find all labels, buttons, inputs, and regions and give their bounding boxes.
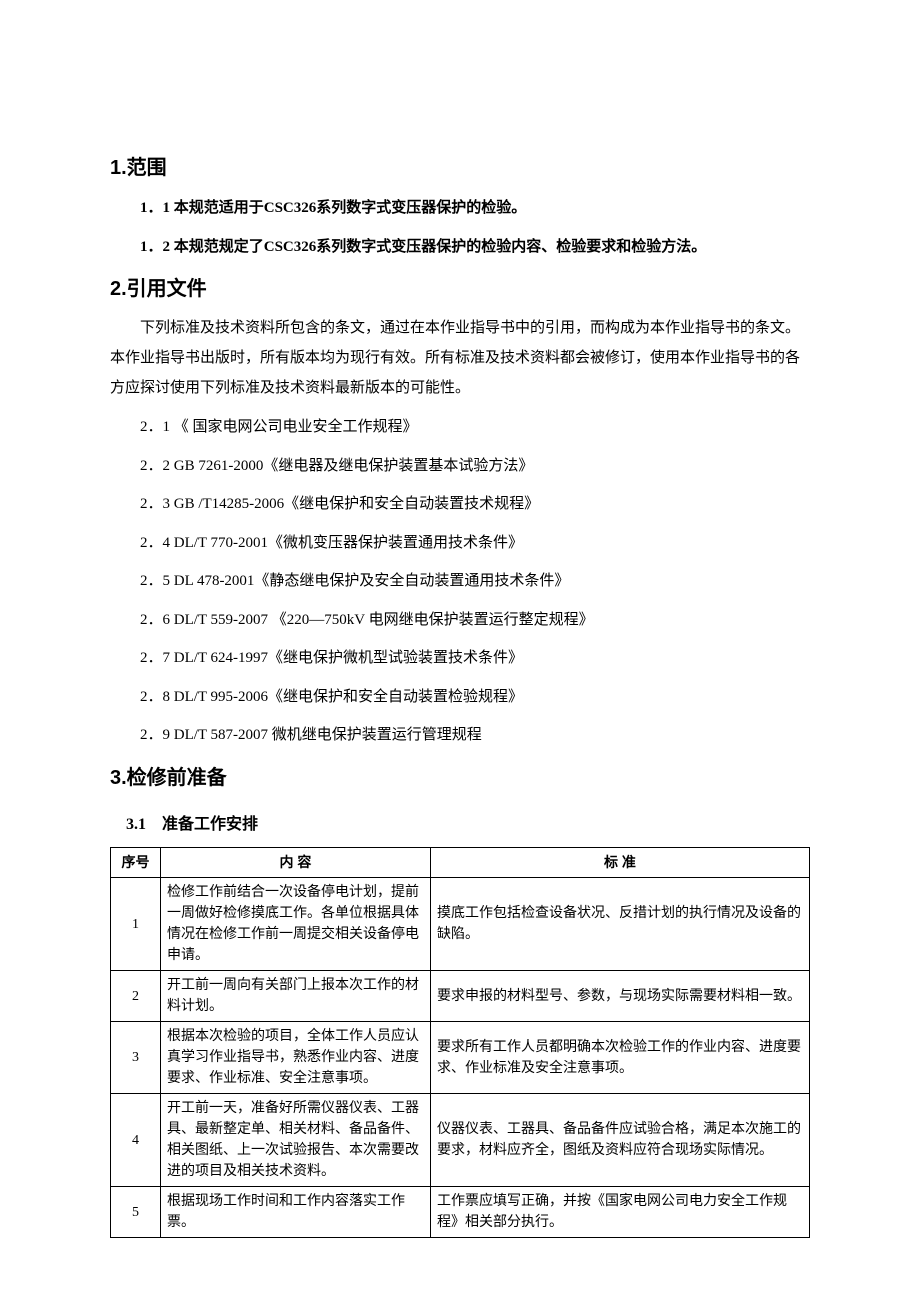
section-2-item-6: 2．6 DL/T 559-2007 《220—750kV 电网继电保护装置运行整… <box>110 606 810 635</box>
section-1-heading: 1.范围 <box>110 152 810 184</box>
section-2-item-2: 2．2 GB 7261-2000《继电器及继电保护装置基本试验方法》 <box>110 452 810 481</box>
section-3-sub-heading: 3.1 准备工作安排 <box>110 812 810 838</box>
col-header-content: 内 容 <box>161 848 431 878</box>
cell-content: 开工前一周向有关部门上报本次工作的材料计划。 <box>161 971 431 1022</box>
table-row: 2 开工前一周向有关部门上报本次工作的材料计划。 要求申报的材料型号、参数，与现… <box>111 971 810 1022</box>
section-1-item-1: 1．1 本规范适用于CSC326系列数字式变压器保护的检验。 <box>110 194 810 223</box>
cell-standard: 工作票应填写正确，并按《国家电网公司电力安全工作规程》相关部分执行。 <box>431 1187 810 1238</box>
cell-seq: 4 <box>111 1094 161 1187</box>
cell-content: 根据现场工作时间和工作内容落实工作票。 <box>161 1187 431 1238</box>
col-header-seq: 序号 <box>111 848 161 878</box>
cell-standard: 摸底工作包括检查设备状况、反措计划的执行情况及设备的缺陷。 <box>431 878 810 971</box>
preparation-table: 序号 内 容 标 准 1 检修工作前结合一次设备停电计划，提前一周做好检修摸底工… <box>110 847 810 1238</box>
section-2-item-5: 2．5 DL 478-2001《静态继电保护及安全自动装置通用技术条件》 <box>110 567 810 596</box>
cell-seq: 1 <box>111 878 161 971</box>
section-2-intro: 下列标准及技术资料所包含的条文，通过在本作业指导书中的引用，而构成为本作业指导书… <box>110 313 810 403</box>
section-1-item-2: 1．2 本规范规定了CSC326系列数字式变压器保护的检验内容、检验要求和检验方… <box>110 233 810 262</box>
cell-seq: 3 <box>111 1022 161 1094</box>
table-header-row: 序号 内 容 标 准 <box>111 848 810 878</box>
cell-content: 开工前一天，准备好所需仪器仪表、工器具、最新整定单、相关材料、备品备件、相关图纸… <box>161 1094 431 1187</box>
cell-seq: 2 <box>111 971 161 1022</box>
section-2-item-4: 2．4 DL/T 770-2001《微机变压器保护装置通用技术条件》 <box>110 529 810 558</box>
cell-standard: 要求申报的材料型号、参数，与现场实际需要材料相一致。 <box>431 971 810 1022</box>
col-header-standard: 标 准 <box>431 848 810 878</box>
cell-content: 根据本次检验的项目，全体工作人员应认真学习作业指导书，熟悉作业内容、进度要求、作… <box>161 1022 431 1094</box>
cell-standard: 仪器仪表、工器具、备品备件应试验合格，满足本次施工的要求，材料应齐全，图纸及资料… <box>431 1094 810 1187</box>
section-3-heading: 3.检修前准备 <box>110 762 810 794</box>
cell-standard: 要求所有工作人员都明确本次检验工作的作业内容、进度要求、作业标准及安全注意事项。 <box>431 1022 810 1094</box>
cell-content: 检修工作前结合一次设备停电计划，提前一周做好检修摸底工作。各单位根据具体情况在检… <box>161 878 431 971</box>
section-2-item-7: 2．7 DL/T 624-1997《继电保护微机型试验装置技术条件》 <box>110 644 810 673</box>
table-row: 1 检修工作前结合一次设备停电计划，提前一周做好检修摸底工作。各单位根据具体情况… <box>111 878 810 971</box>
section-2-item-1: 2．1 《 国家电网公司电业安全工作规程》 <box>110 413 810 442</box>
section-2-item-9: 2．9 DL/T 587-2007 微机继电保护装置运行管理规程 <box>110 721 810 750</box>
table-row: 5 根据现场工作时间和工作内容落实工作票。 工作票应填写正确，并按《国家电网公司… <box>111 1187 810 1238</box>
section-2-item-8: 2．8 DL/T 995-2006《继电保护和安全自动装置检验规程》 <box>110 683 810 712</box>
table-row: 3 根据本次检验的项目，全体工作人员应认真学习作业指导书，熟悉作业内容、进度要求… <box>111 1022 810 1094</box>
section-2-heading: 2.引用文件 <box>110 273 810 305</box>
cell-seq: 5 <box>111 1187 161 1238</box>
table-row: 4 开工前一天，准备好所需仪器仪表、工器具、最新整定单、相关材料、备品备件、相关… <box>111 1094 810 1187</box>
section-2-item-3: 2．3 GB /T14285-2006《继电保护和安全自动装置技术规程》 <box>110 490 810 519</box>
